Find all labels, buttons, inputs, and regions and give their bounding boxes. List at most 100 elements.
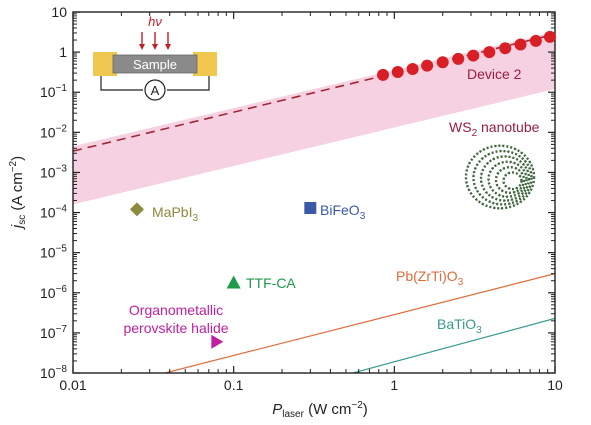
y-tick-label-exp: −7 — [56, 324, 68, 335]
data-point — [376, 68, 389, 81]
x-tick-label: 1 — [390, 377, 398, 393]
x-tick-label: 0.1 — [224, 377, 244, 393]
inset-sample-block — [112, 54, 198, 74]
inset-ammeter-label: A — [151, 83, 160, 98]
annotation-ws2-sub: 2 — [472, 128, 478, 139]
annotation-bto: BaTiO3 — [437, 316, 482, 336]
x-axis-label-unit-sup: −2 — [351, 400, 363, 411]
inset-ammeter-circle — [144, 79, 166, 101]
annotation-mapbi3-sub: 3 — [192, 213, 198, 224]
x-axis-label: Plaser (W cm−2) — [272, 400, 368, 420]
plot-axes — [72, 11, 556, 374]
y-tick-label-exp: −6 — [56, 284, 68, 295]
data-point — [483, 46, 496, 59]
y-tick-label-base: 10 — [40, 285, 56, 301]
data-point — [129, 202, 144, 217]
nanotube-ring-accent — [473, 150, 532, 205]
annotation-bifeo3-sub: 3 — [360, 211, 366, 222]
annotation-pzt: Pb(ZrTi)O3 — [396, 268, 464, 288]
y-tick-label-exp: −8 — [56, 364, 68, 375]
y-tick-label: 10−2 — [40, 123, 67, 140]
reference-line-2 — [350, 317, 555, 373]
y-tick-label: 10−7 — [40, 324, 67, 341]
y-tick-label-base: 10 — [40, 245, 56, 261]
nanotube-ring-accent — [480, 156, 530, 201]
y-tick-label-base: 10 — [40, 205, 56, 221]
annotation-organo2-text: perovskite halide — [123, 320, 228, 336]
data-point — [211, 334, 224, 349]
annotation-pzt-sub: 3 — [458, 277, 464, 288]
annotation-ws2: WS2 nanotube — [449, 119, 540, 139]
data-point — [406, 62, 419, 75]
annotation-pzt-text: Pb(ZrTi)O — [396, 268, 458, 284]
data-point — [467, 49, 480, 62]
y-tick-label: 10−5 — [40, 244, 67, 261]
annotation-organo2: perovskite halide — [123, 320, 228, 336]
x-axis-label-unit: (W cm — [304, 401, 351, 418]
y-tick-label-base: 10 — [40, 164, 56, 180]
inset-wire-right — [167, 76, 210, 91]
inset-wire-left — [100, 76, 143, 91]
y-tick-label-exp: −2 — [56, 123, 68, 134]
reference-line-1 — [162, 273, 555, 373]
annotation-device2: Device 2 — [467, 66, 522, 82]
y-axis-label-main: j — [9, 224, 26, 230]
annotation-organo1-text: Organometallic — [129, 302, 223, 318]
ws2-nanotube-illustration — [464, 144, 536, 210]
y-axis-label-sub: sc — [17, 215, 28, 225]
y-tick-label-base: 10 — [51, 4, 67, 20]
annotation-bto-sub: 3 — [476, 325, 482, 336]
inset-sample-label: Sample — [133, 57, 177, 72]
data-point — [436, 56, 449, 69]
y-tick-label: 10−8 — [40, 364, 67, 381]
y-axis-label-unit: (A cm — [9, 172, 26, 215]
annotation-ttfca-text: TTF-CA — [246, 275, 296, 291]
annotation-mapbi3: MaPbI3 — [152, 204, 198, 224]
y-tick-label: 10 — [51, 4, 67, 20]
y-tick-label: 10−3 — [40, 163, 67, 180]
y-tick-label-exp: −1 — [56, 83, 68, 94]
device2-range-band — [73, 31, 555, 205]
x-axis-label-sub: laser — [282, 409, 304, 420]
inset-light-arrowhead — [165, 44, 171, 50]
data-point — [421, 59, 434, 72]
data-point — [391, 65, 404, 78]
inset-light-arrowhead — [139, 44, 145, 50]
data-point — [529, 34, 542, 47]
nanotube-ring-accent — [503, 172, 522, 190]
nanotube-ring-accent — [488, 161, 527, 198]
annotation-bto-text: BaTiO — [437, 316, 476, 332]
y-tick-label-base: 10 — [40, 84, 56, 100]
y-tick-label: 10−1 — [40, 83, 67, 100]
annotation-organo1: Organometallic — [129, 302, 223, 318]
y-axis-label: jsc (A cm−2) — [8, 156, 28, 230]
y-tick-label-base: 10 — [40, 325, 56, 341]
x-axis-label-main: P — [272, 401, 282, 418]
data-point — [499, 42, 512, 55]
y-tick-label: 10−6 — [40, 284, 67, 301]
y-tick-label-base: 1 — [59, 44, 67, 60]
device2-range-band-area — [73, 31, 555, 205]
inset-light-arrowhead — [152, 44, 158, 50]
y-tick-label: 1 — [59, 44, 67, 60]
inset-hv-label: hν — [148, 14, 162, 29]
annotation-bifeo3-text: BiFeO — [320, 202, 360, 218]
data-points — [129, 30, 556, 349]
y-tick-label-base: 10 — [40, 365, 56, 381]
y-tick-label-exp: −4 — [56, 204, 68, 215]
y-tick-label-exp: −5 — [56, 244, 68, 255]
y-tick-label-exp: −3 — [56, 163, 68, 174]
annotation-ws2-rest: nanotube — [477, 119, 539, 135]
plot-frame — [72, 11, 556, 374]
annotation-bifeo3: BiFeO3 — [320, 202, 366, 222]
data-point — [514, 38, 527, 51]
annotation-ttfca: TTF-CA — [246, 275, 296, 291]
y-axis-label-unit-sup: −2 — [8, 160, 19, 172]
x-tick-label: 0.01 — [59, 377, 86, 393]
nanotube-ring-accent — [495, 166, 525, 194]
data-point — [304, 201, 317, 214]
annotation-ws2-text: WS — [449, 119, 472, 135]
